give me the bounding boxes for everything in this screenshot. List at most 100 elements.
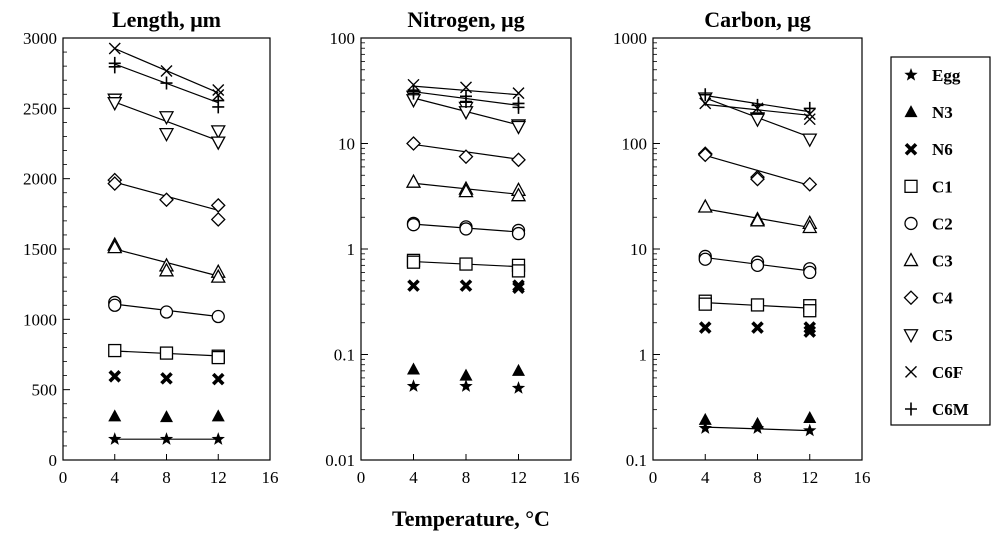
y-tick-label: 500 <box>32 381 58 400</box>
point-c5 <box>210 136 226 151</box>
point-n3 <box>803 411 817 424</box>
legend-marker <box>903 329 919 344</box>
point-n6 <box>211 372 225 386</box>
y-tick-label: 1500 <box>23 240 57 259</box>
point-c4 <box>750 171 765 187</box>
point-c4 <box>406 136 421 151</box>
x-tick-label: 16 <box>262 468 279 487</box>
y-tick-label: 10 <box>630 240 647 259</box>
y-tick-label: 1 <box>639 346 648 365</box>
legend-marker <box>904 68 918 81</box>
point-c6m <box>751 98 764 112</box>
point-c5 <box>802 133 818 148</box>
legend-marker <box>904 142 918 156</box>
point-c3 <box>405 173 422 188</box>
point-egg <box>803 423 817 437</box>
y-tick-label: 0 <box>49 451 58 470</box>
legend-marker <box>903 290 919 306</box>
y-tick-label: 1000 <box>613 29 647 48</box>
legend-item-c6f: C6F <box>905 363 963 382</box>
x-tick-label: 0 <box>59 468 68 487</box>
legend-item-c2: C2 <box>904 214 953 233</box>
y-tick-label: 10 <box>338 135 355 154</box>
point-egg <box>459 379 473 392</box>
panel-length: Length, μm 0 4 8 12 16 0 500 1000 1500 2000 2500 300… <box>23 7 279 487</box>
point-n3 <box>459 368 473 381</box>
point-egg <box>698 421 712 434</box>
legend-item-n6: N6 <box>904 140 953 159</box>
point-n6 <box>512 281 525 294</box>
x-tick-label: 12 <box>210 468 227 487</box>
point-c4 <box>458 149 474 165</box>
point-c6m <box>108 60 121 74</box>
panel-nitrogen: Nitrogen, μg 0 4 8 12 16 0.01 0.1 1 10 100 <box>325 7 579 487</box>
point-c3 <box>210 268 226 283</box>
point-c2 <box>803 265 817 280</box>
point-c2 <box>406 218 421 232</box>
x-tick-label: 4 <box>409 468 418 487</box>
point-n3 <box>211 409 225 422</box>
point-c5 <box>158 128 175 143</box>
point-c6m <box>460 95 472 109</box>
legend-label: C6M <box>932 400 969 419</box>
point-c2 <box>698 252 712 266</box>
point-c6m <box>407 86 420 100</box>
point-c6f <box>212 84 225 97</box>
point-c3 <box>158 262 175 277</box>
legend-label: Egg <box>932 66 961 85</box>
x-tick-label: 16 <box>563 468 580 487</box>
point-egg <box>108 432 122 445</box>
legend-label: N6 <box>932 140 953 159</box>
point-n3 <box>160 410 173 423</box>
panel-title: Length, μm <box>112 7 221 32</box>
point-c6m <box>803 101 816 115</box>
point-c3 <box>107 239 123 254</box>
y-tick-label: 100 <box>622 135 648 154</box>
y-tick-label: 2000 <box>23 170 57 189</box>
legend-label: C6F <box>932 363 963 382</box>
point-c3 <box>749 212 766 227</box>
y-tick-label: 3000 <box>23 29 57 48</box>
point-c4 <box>210 197 226 213</box>
point-c3 <box>458 183 474 198</box>
point-n6 <box>160 372 173 385</box>
point-egg <box>511 381 526 394</box>
plot-frame <box>62 37 271 461</box>
point-c1 <box>159 346 174 360</box>
panel-title: Carbon, μg <box>704 7 811 32</box>
point-c1 <box>459 257 473 271</box>
legend-marker <box>905 365 917 378</box>
point-n3 <box>751 416 764 429</box>
legend-label: C1 <box>932 177 953 196</box>
point-egg <box>159 432 174 445</box>
y-tick-label: 2500 <box>23 99 57 118</box>
legend-label: C4 <box>932 289 953 308</box>
panel-carbon: Carbon, μg 0 4 8 12 16 0.1 1 10 100 1000 <box>613 7 871 487</box>
y-tick-label: 0.1 <box>626 451 647 470</box>
point-n6 <box>108 370 122 383</box>
point-c1 <box>406 255 421 269</box>
y-tick-label: 100 <box>330 29 356 48</box>
point-c1 <box>511 264 526 278</box>
point-c6f <box>512 87 525 100</box>
point-egg <box>406 379 421 392</box>
legend-item-c4: C4 <box>903 289 953 308</box>
x-tick-label: 16 <box>854 468 871 487</box>
point-c5 <box>210 125 226 140</box>
x-tick-label: 4 <box>701 468 710 487</box>
point-c2 <box>750 258 765 272</box>
legend-box <box>890 56 991 426</box>
point-c6f <box>460 81 472 94</box>
legend-label: C5 <box>932 326 953 345</box>
point-c4 <box>159 192 174 208</box>
point-c5 <box>749 113 766 128</box>
point-c2 <box>511 226 526 241</box>
point-c1 <box>698 297 712 311</box>
point-c5 <box>107 97 123 112</box>
legend-label: C2 <box>932 214 953 233</box>
y-tick-label: 1000 <box>23 310 57 329</box>
point-c6m <box>699 88 712 102</box>
point-c6m <box>160 76 173 90</box>
point-c4 <box>511 152 526 168</box>
